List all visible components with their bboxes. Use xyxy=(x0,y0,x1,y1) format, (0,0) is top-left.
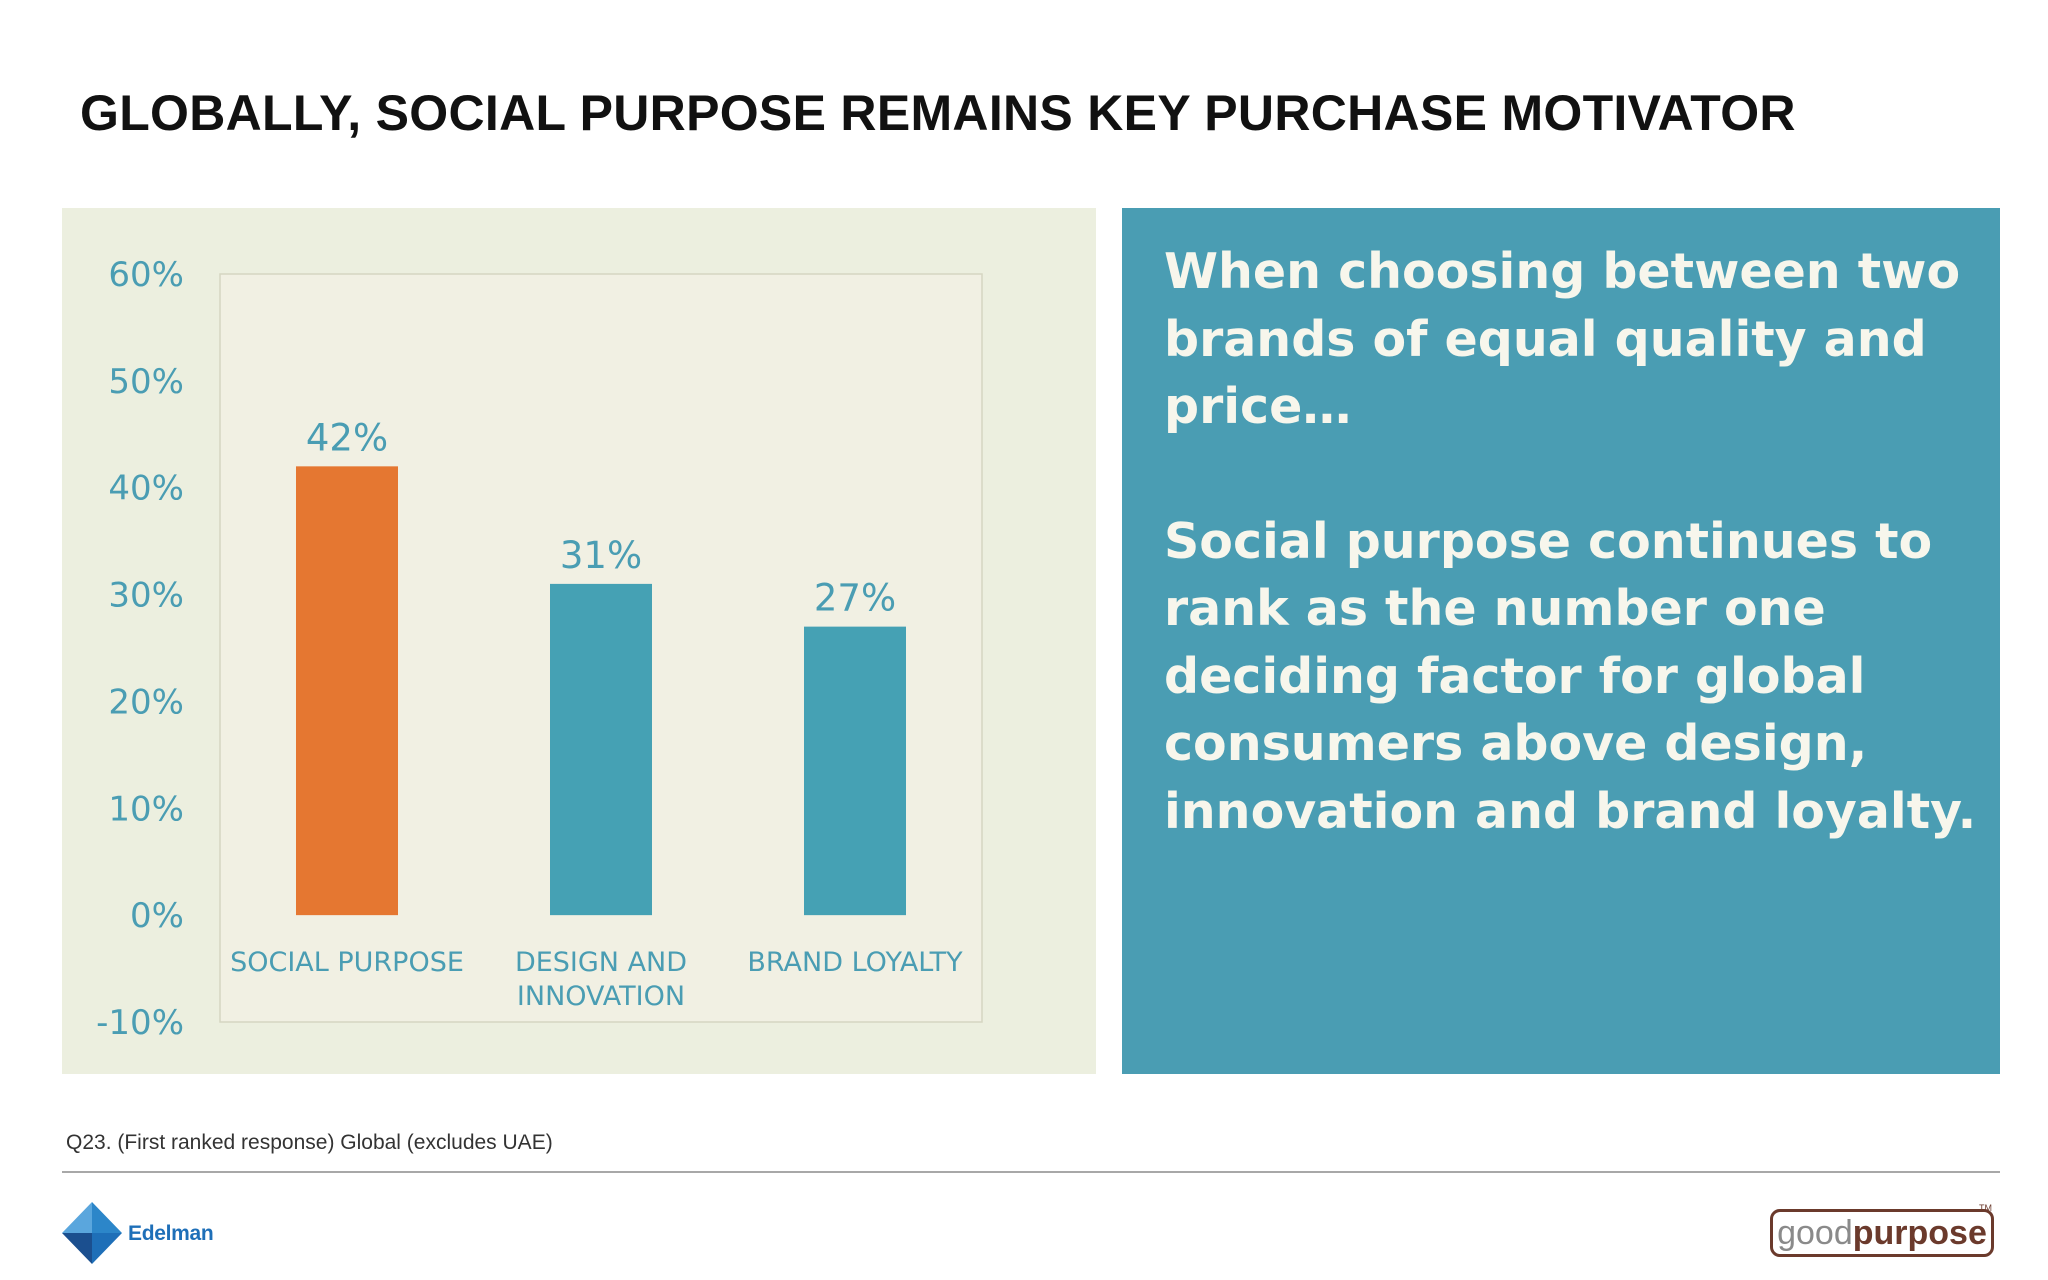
insight-panel: When choosing between two brands of equa… xyxy=(1122,208,2000,1074)
y-tick-label: 20% xyxy=(108,682,184,722)
goodpurpose-logo-purpose: purpose xyxy=(1852,1214,1987,1252)
insight-question: When choosing between two brands of equa… xyxy=(1164,243,1961,435)
y-tick-label: 50% xyxy=(108,362,184,402)
bar xyxy=(296,466,398,916)
y-tick-label: 10% xyxy=(108,789,184,829)
footer-divider xyxy=(62,1171,2000,1173)
y-tick-label: 40% xyxy=(108,469,184,509)
y-tick-label: 0% xyxy=(130,896,184,936)
data-label: 27% xyxy=(814,577,896,620)
y-tick-label: 30% xyxy=(108,576,184,616)
bar xyxy=(550,583,652,916)
goodpurpose-logo: good purpose TM xyxy=(1770,1204,1994,1257)
y-tick-label: -10% xyxy=(96,1003,184,1043)
x-category-label: SOCIAL PURPOSE xyxy=(230,947,464,978)
bar-chart: 60% 50% 40% 30% 20% 10% 0% -10% 42% SOCIAL PURPOS… xyxy=(96,255,983,1043)
source-footnote: Q23. (First ranked response) Global (exc… xyxy=(66,1131,553,1154)
data-label: 31% xyxy=(560,534,642,577)
x-category-label: INNOVATION xyxy=(517,981,685,1012)
slide-title: GLOBALLY, SOCIAL PURPOSE REMAINS KEY PUR… xyxy=(80,85,1796,141)
goodpurpose-logo-tm: TM xyxy=(1979,1203,1992,1213)
insight-statement: Social purpose continues to rank as the … xyxy=(1164,512,1977,840)
edelman-logo-text: Edelman xyxy=(128,1222,214,1245)
goodpurpose-logo-good: good xyxy=(1777,1214,1853,1252)
x-category-label: BRAND LOYALTY xyxy=(747,947,963,978)
data-label: 42% xyxy=(306,416,388,459)
y-tick-label: 60% xyxy=(108,255,184,295)
insight-text: When choosing between two brands of equa… xyxy=(1164,238,1984,845)
edelman-logo-icon xyxy=(62,1202,122,1264)
bar xyxy=(804,626,906,916)
chart-panel: 60% 50% 40% 30% 20% 10% 0% -10% 42% SOCIAL PURPOS… xyxy=(62,208,1096,1074)
x-category-label: DESIGN AND xyxy=(515,947,687,978)
